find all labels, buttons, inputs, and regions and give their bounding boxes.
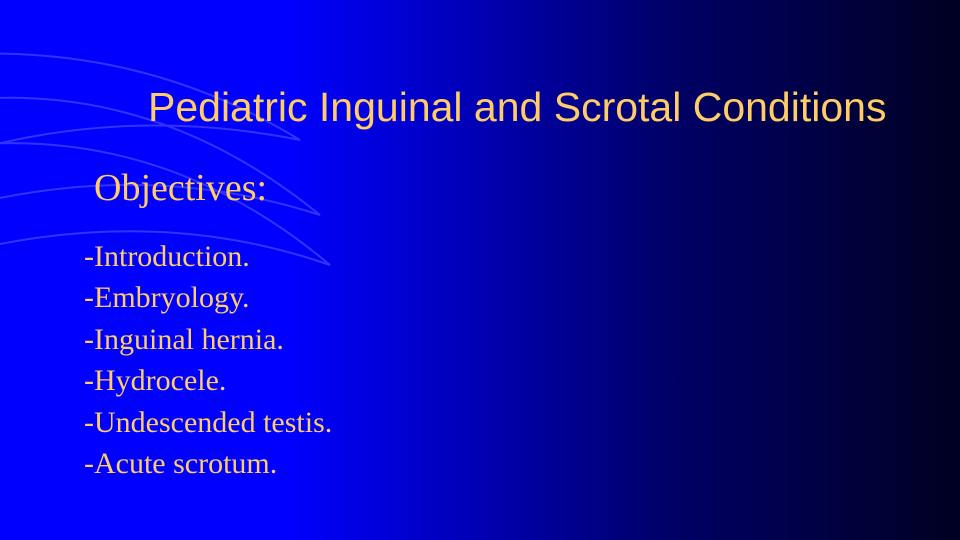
slide-title: Pediatric Inguinal and Scrotal Condition… xyxy=(148,84,886,131)
list-item: -Embryology. xyxy=(84,277,332,318)
objectives-list: -Introduction. -Embryology. -Inguinal he… xyxy=(84,236,332,484)
list-item: -Acute scrotum. xyxy=(84,443,332,484)
list-item: -Hydrocele. xyxy=(84,360,332,401)
list-item: -Undescended testis. xyxy=(84,402,332,443)
list-item: -Introduction. xyxy=(84,236,332,277)
list-item: -Inguinal hernia. xyxy=(84,319,332,360)
objectives-heading: Objectives: xyxy=(94,166,267,210)
